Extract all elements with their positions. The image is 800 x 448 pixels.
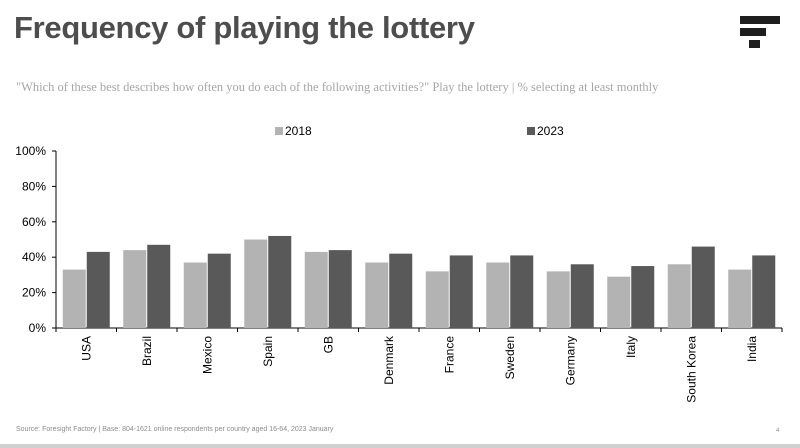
legend-label-2018: 2018 [285, 124, 312, 138]
y-tick-label: 40% [22, 250, 46, 264]
y-tick-label: 60% [22, 215, 46, 229]
x-tick-label: Mexico [200, 336, 214, 374]
legend-swatch-2023 [527, 127, 535, 135]
bar-2018 [667, 264, 691, 328]
source-footnote: Source: Foresight Factory | Base: 804-16… [16, 426, 334, 433]
bar-2018 [486, 262, 510, 328]
bar-2023 [268, 235, 292, 328]
bar-2018 [728, 269, 752, 328]
x-tick-label: Denmark [382, 335, 396, 385]
bar-2018 [546, 271, 570, 328]
x-tick-label: India [745, 336, 759, 362]
y-tick-label: 100% [15, 144, 46, 158]
bottom-divider [0, 444, 800, 448]
x-tick-label: Germany [563, 336, 577, 385]
chart-subtitle: "Which of these best describes how often… [16, 80, 659, 94]
legend-label-2023: 2023 [537, 124, 564, 138]
page-title: Frequency of playing the lottery [14, 10, 475, 45]
bar-2023 [631, 266, 655, 328]
bar-2018 [365, 262, 389, 328]
bar-2018 [425, 271, 449, 328]
bar-2023 [449, 255, 473, 328]
y-tick-label: 0% [29, 321, 47, 335]
y-tick-label: 80% [22, 179, 46, 193]
page-number: 4 [776, 428, 780, 434]
foresight-factory-logo-icon [740, 16, 780, 48]
x-tick-label: France [442, 336, 456, 374]
bar-2023 [389, 253, 413, 328]
bar-2018 [304, 251, 328, 328]
x-tick-label: Spain [261, 336, 275, 367]
bar-2023 [570, 264, 594, 328]
bar-2023 [328, 250, 352, 328]
bar-2018 [183, 262, 207, 328]
bar-2023 [147, 244, 171, 328]
x-tick-label: USA [79, 336, 93, 361]
bar-2018 [244, 239, 268, 328]
x-tick-label: Italy [624, 336, 638, 358]
bar-2023 [510, 255, 534, 328]
bar-2018 [607, 276, 631, 328]
x-tick-label: South Korea [684, 336, 698, 403]
bar-2023 [752, 255, 776, 328]
y-tick-label: 20% [22, 286, 46, 300]
x-tick-label: GB [321, 336, 335, 353]
x-tick-label: Sweden [503, 336, 517, 379]
bar-2023 [86, 251, 110, 328]
bar-chart: 0% 20% 40% 60% 80% 100% USA Brazil Mexico Spain GB… [15, 124, 783, 403]
bar-2023 [691, 246, 715, 328]
legend-swatch-2018 [275, 127, 283, 135]
bar-2018 [62, 269, 86, 328]
bar-2023 [207, 253, 231, 328]
x-tick-label: Brazil [140, 336, 154, 366]
bar-2018 [123, 250, 147, 328]
